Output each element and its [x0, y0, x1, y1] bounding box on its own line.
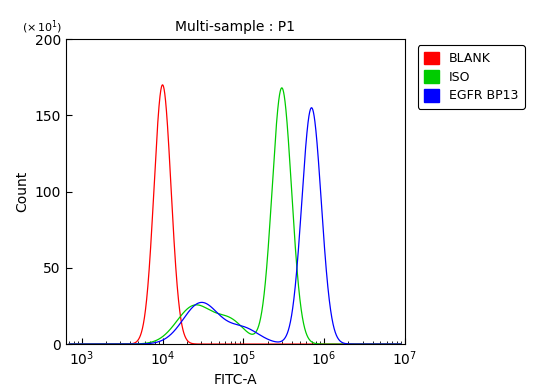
Y-axis label: Count: Count — [15, 171, 29, 212]
Legend: BLANK, ISO, EGFR BP13: BLANK, ISO, EGFR BP13 — [418, 45, 525, 109]
Text: $(\times\,10^1)$: $(\times\,10^1)$ — [21, 18, 62, 36]
Title: Multi-sample : P1: Multi-sample : P1 — [175, 20, 295, 34]
X-axis label: FITC-A: FITC-A — [213, 373, 257, 387]
